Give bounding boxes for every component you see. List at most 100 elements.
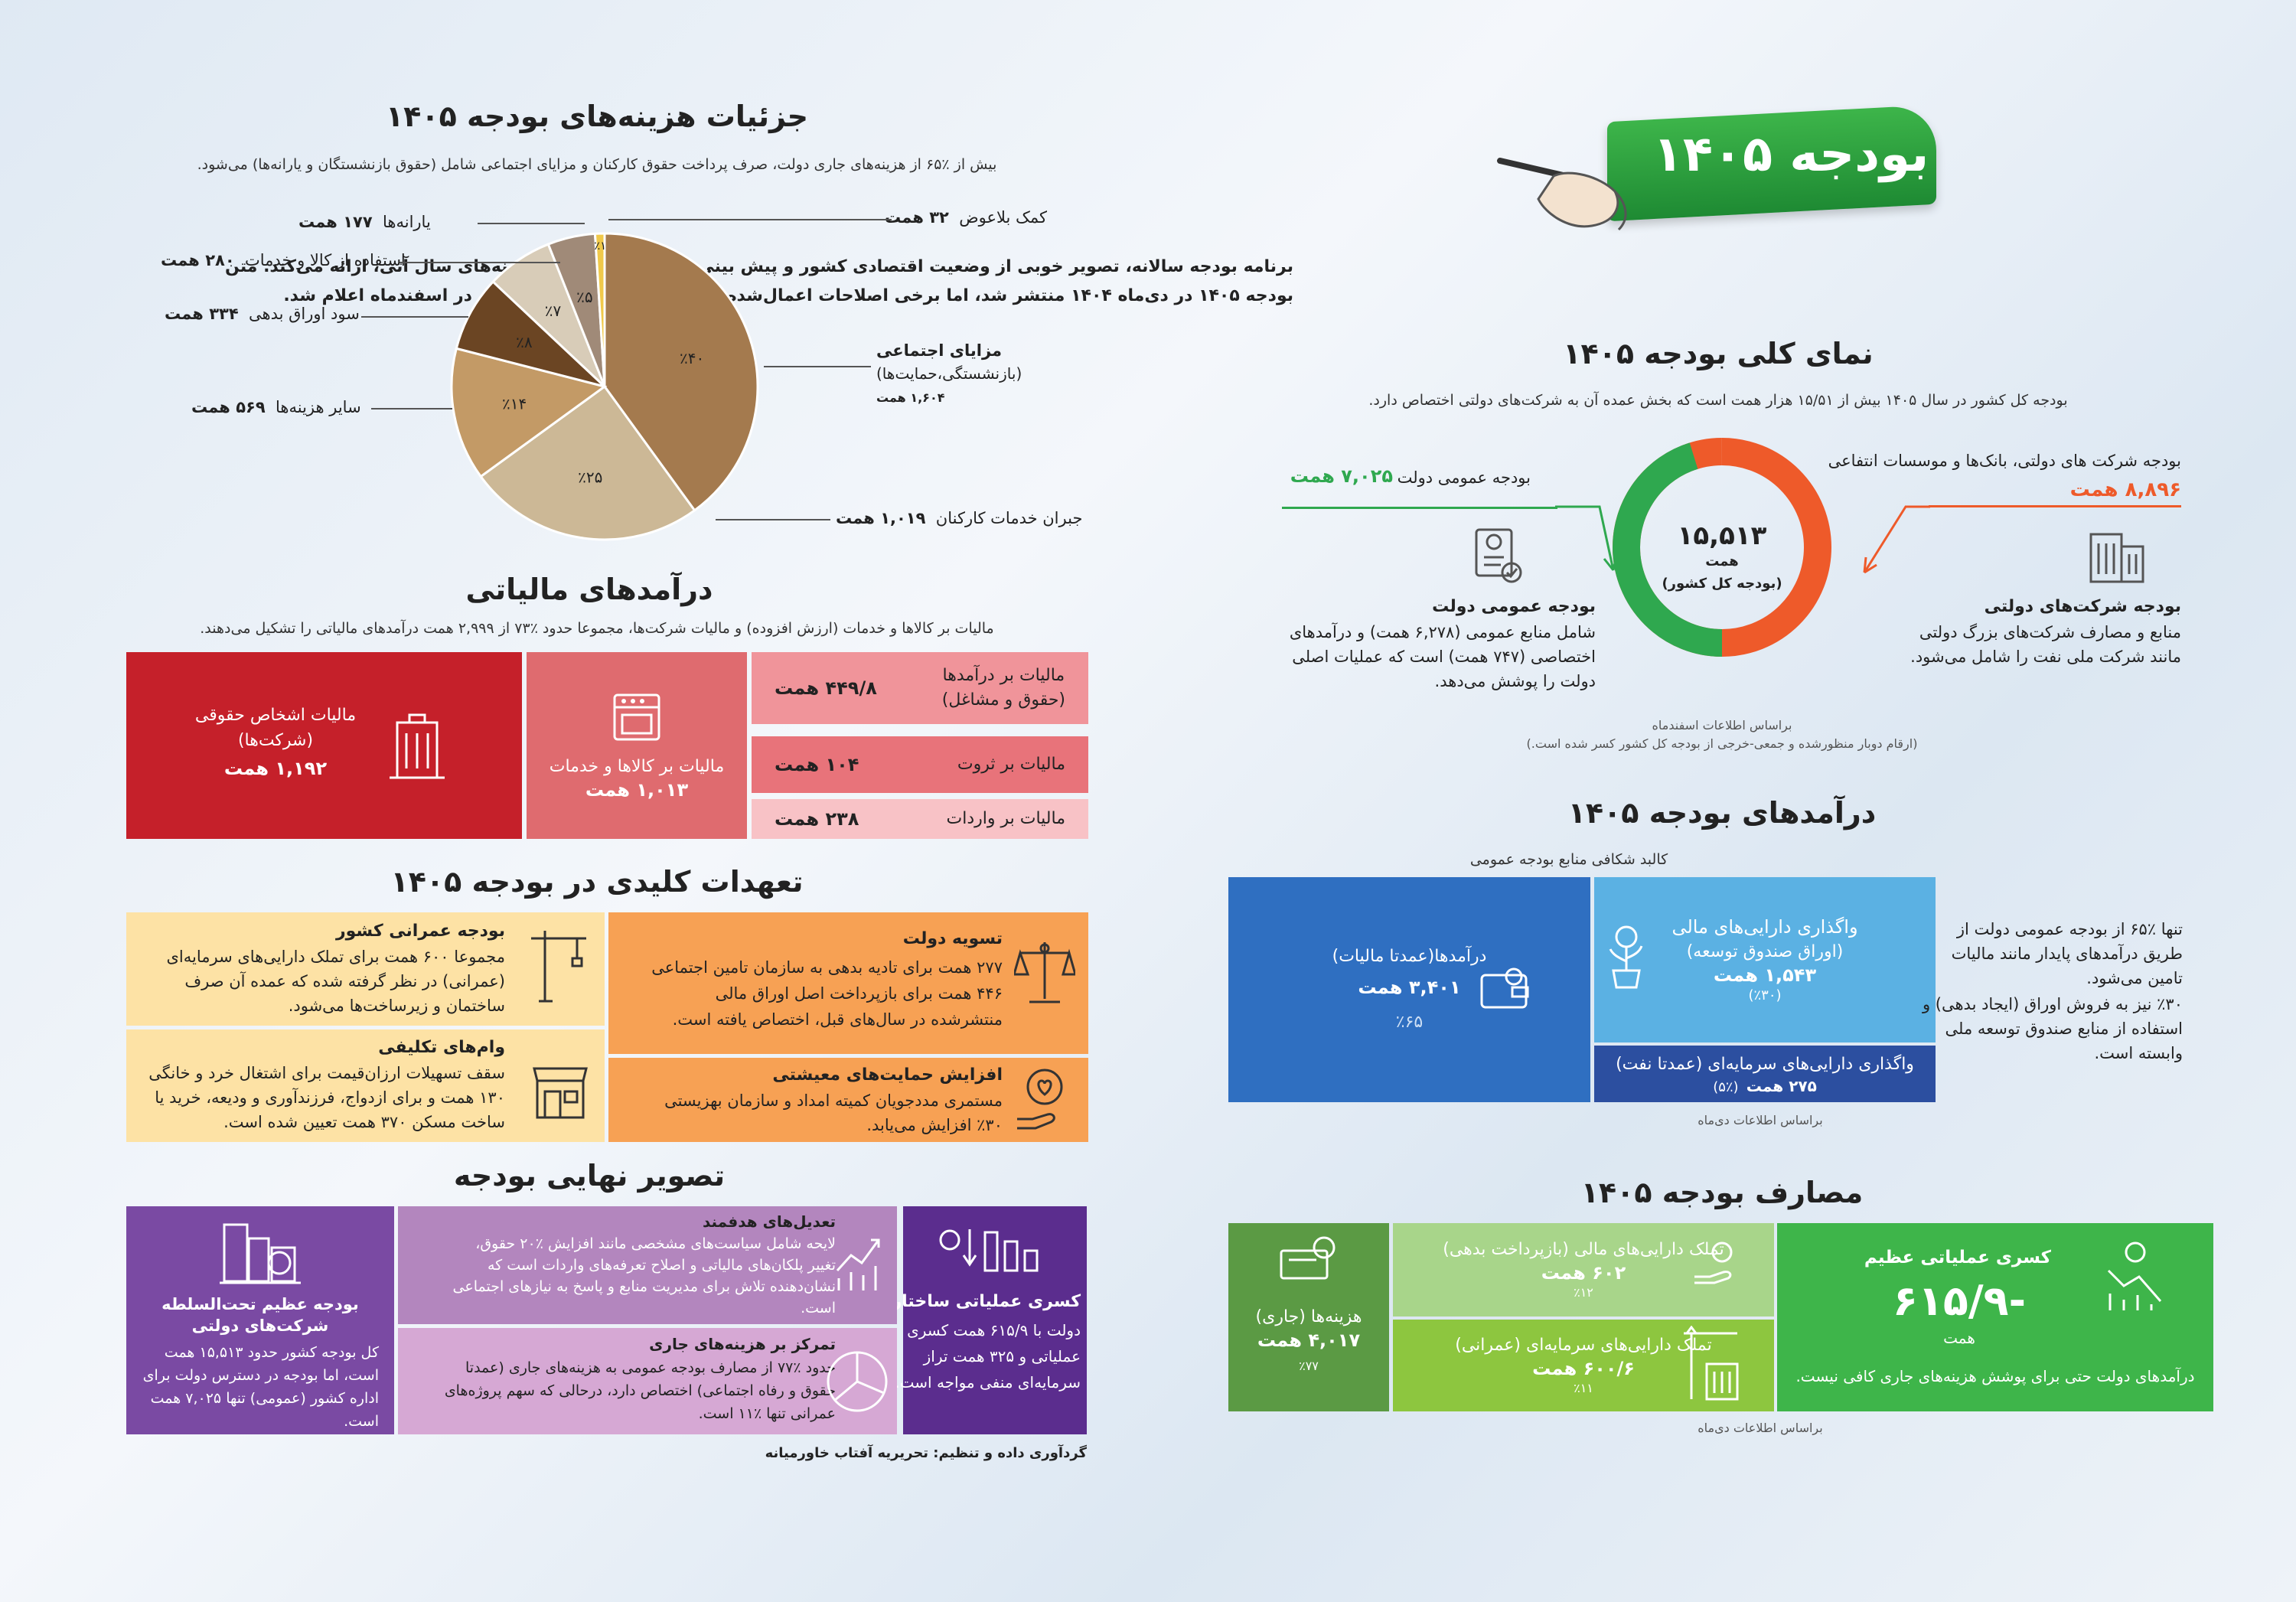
final-giant-1: کل بودجه کشور حدود ۱۵,۵۱۳ همت [164,1344,379,1361]
exp-cur-pct: ٪۷۷ [1299,1359,1319,1374]
leader-comp [716,519,830,520]
pie-slice [593,232,606,387]
cost-subtitle: بیش از ٪۶۵ از هزینه‌های جاری دولت، صرف پ… [197,156,997,173]
exp-cap-value: ۶۰۰/۶ همت [1532,1358,1635,1380]
exp-fin-label: تملک دارایی‌های مالی (بازپرداخت بدهی) [1443,1240,1724,1260]
rev-cap-value: ۲۷۵ همت [1746,1076,1817,1095]
welfare-line-2: ٪۳۰ افزایش می‌یابد. [866,1116,1003,1134]
civil-line-1: مجموعا ۶۰۰ همت برای تملک دارایی‌های سرما… [166,948,505,966]
loan-line-2: ۱۳۰ همت و برای ازدواج، فرزندآوری و ودیعه… [155,1088,505,1107]
public-arc [1613,438,1831,657]
pie-label-subsidy: یارانه‌ها ۱۷۷ همت [298,213,431,231]
rev-note-2: طریق درآمدهای پایدار مانند مالیات [1951,945,2183,963]
cost-title: جزئیات هزینه‌های بودجه ۱۴۰۵ [385,100,808,133]
office-tower-icon [390,713,445,779]
tax-import-value: ۲۳۸ همت [775,808,859,830]
public-desc-title: بودجه عمومی دولت [1432,597,1596,616]
pie-slice [603,232,759,512]
pie-label-other: سایر هزینه‌ها ۵۶۹ همت [191,398,361,416]
tax-wealth-value: ۱۰۴ همت [775,754,859,775]
final-adj-4: است. [801,1300,836,1317]
settle-title: تسویه دولت [902,929,1003,948]
pie-label-social-amount: ۱,۶۰۴ همت [876,390,945,405]
settle-box [608,912,1088,1054]
rev-fin-value: ۱,۵۴۳ همت [1713,964,1817,987]
cash-stack-icon [1280,1236,1336,1280]
pie-label-goods: استفاده از کالا و خدمات ۲۸۰ همت [161,251,406,269]
civil-line-3: ساختمان و زیرساخت‌ها می‌شود. [288,997,505,1015]
overview-source-1: براساس اطلاعات اسفندماه [1652,718,1792,732]
credit-line: گردآوری داده و تنظیم: تحریریه آفتاب خاور… [765,1445,1087,1461]
heart-hand-icon [1017,1069,1063,1130]
rev-tax-pct: ٪۶۵ [1395,1013,1424,1032]
exp-fin-box: تملک دارایی‌های مالی (بازپرداخت بدهی) ۶۰… [1393,1223,1774,1317]
hand-coin-icon [1694,1241,1733,1284]
tower-crane-icon [531,931,586,1003]
document-check-icon [1475,528,1522,583]
final-focus-1: حدود ٪۷۷ از مصارف بودجه عمومی به هزینه‌ه… [465,1359,836,1376]
revenues-title: درآمدهای بودجه ۱۴۰۵ [1567,796,1877,830]
towers-dollar-icon [220,1223,301,1284]
tax-goods-label: مالیات بر کالاها و خدمات [549,757,725,777]
tax-corp-label-2: (شرکت‌ها) [237,731,314,750]
rev-note-5: استفاده از منابع صندوق توسعه ملی [1945,1020,2183,1038]
final-giant-3: اداره کشور (عمومی) تنها ۷,۰۲۵ همت [150,1390,379,1407]
pie-slice-pct: ٪۸ [516,333,533,351]
tax-wealth-label: مالیات بر ثروت [957,755,1065,775]
stove-icon [613,693,660,741]
pie-label-grant: کمک بلاعوض ۳۲ همت [885,208,1047,227]
pie-slice-pct: ٪۱ [594,239,606,253]
rev-fin-box: واگذاری دارایی‌های مالی (اوراق صندوق توس… [1594,877,1936,1042]
leader-subsidy [478,223,585,224]
pie-label-comp: جبران خدمات کارکنان ۱,۰۱۹ همت [836,509,1083,527]
leader-social [764,366,871,367]
final-deficit-2: عملیاتی و ۳۲۵ همت تراز [923,1347,1081,1365]
settle-line-2: ۴۴۶ همت برای بازپرداخت اصل اوراق مالی [715,984,1003,1003]
soe-budget-label: بودجه شرکت های دولتی، بانک‌ها و موسسات ا… [1828,452,2181,470]
declining-chart-icon [2107,1241,2162,1310]
shop-icon [533,1067,588,1119]
civil-box [126,912,605,1026]
pie-slice [455,279,606,388]
tax-import-box: مالیات بر واردات ۲۳۸ همت [752,799,1088,839]
rev-cap-label: واگذاری دارایی‌های سرمایه‌ای (عمدتا نفت) [1616,1055,1914,1075]
soe-desc-title: بودجه شرکت‌های دولتی [1984,597,2181,616]
pie-slice-pct: ٪۲۵ [578,468,602,487]
exp-cap-box: تملک دارایی‌های سرمایه‌ای (عمرانی) ۶۰۰/۶… [1393,1320,1774,1411]
page-title: بودجه ۱۴۰۵ [1652,126,1929,183]
pie-slice-pct: ٪۷ [545,302,562,320]
donut-center-value: ۱۵,۵۱۳ [1677,520,1767,551]
exp-fin-pct: ٪۱۲ [1574,1285,1593,1300]
final-giant-4: است. [344,1413,379,1430]
soe-budget-value: ۸,۸۹۶ همت [2069,478,2181,501]
final-giant-title-1: بودجه عظیم تحت‌السلطه [161,1295,359,1313]
final-focus-2: حقوق و رفاه اجتماعی) اختصاص دارد، درحالی… [444,1382,836,1399]
exp-deficit-box [1777,1223,2213,1411]
bars-down-icon [939,1229,1039,1272]
overview-source-2: (ارقام دوبار منظورشده و جمعی-خرجی از بود… [1526,736,1918,751]
welfare-box [608,1058,1088,1142]
donut-center-label: (بودجه کل کشور) [1662,576,1782,592]
exp-deficit-value: -۶۱۵/۹ [1893,1277,2026,1325]
soe-desc-2: مانند شرکت ملی نفت را شامل می‌شود. [1910,648,2181,666]
tax-import-label: مالیات بر واردات [946,809,1065,829]
pie-slice-pct: ٪۱۴ [502,394,527,413]
tax-title: درآمدهای مالیاتی [465,573,713,606]
building-icon [2089,533,2144,583]
welfare-line-1: مستمری مددجویان کمیته امداد و سازمان بهز… [664,1091,1003,1110]
exp-deficit-unit: همت [1943,1329,1975,1347]
public-budget-label: بودجه عمومی دولت [1397,468,1531,487]
leader-interest [361,316,468,318]
tax-income-box: مالیات بر درآمدها (حقوق و مشاغل) ۴۴۹/۸ هم… [752,652,1088,724]
tax-income-label-1: مالیات بر درآمدها [942,666,1065,686]
loan-title: وام‌های تکلیفی [378,1038,505,1057]
exp-cur-value: ۴,۰۱۷ همت [1257,1330,1361,1352]
rev-note-3: تامین می‌شود. [2086,969,2183,987]
expenses-title: مصارف بودجه ۱۴۰۵ [1580,1176,1864,1209]
rev-note-6: وابسته است. [2094,1044,2183,1062]
exp-cap-label: تملک دارایی‌های سرمایه‌ای (عمرانی) [1455,1336,1712,1356]
final-adj-box [398,1206,897,1324]
soe-arrow-line [1929,505,2181,507]
cost-pie-chart: ٪۴۰ ٪۲۵ ٪۱۴ ٪۸ ٪۷ ٪۵ ٪۱ [450,232,759,541]
overview-subtitle: بودجه کل کشور در سال ۱۴۰۵ بیش از ۱۵/۵۱ ه… [1368,392,2068,409]
